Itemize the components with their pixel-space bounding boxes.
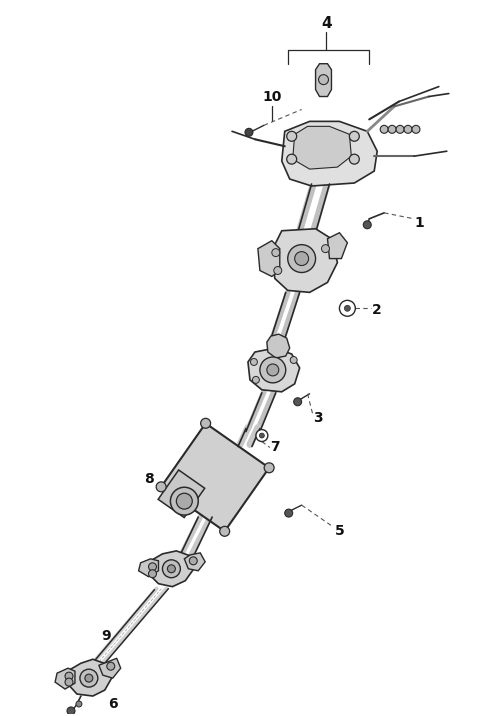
Text: 2: 2 bbox=[372, 304, 382, 317]
Text: 6: 6 bbox=[108, 697, 118, 711]
Circle shape bbox=[85, 674, 93, 682]
Polygon shape bbox=[282, 122, 377, 186]
Circle shape bbox=[148, 570, 156, 578]
Polygon shape bbox=[161, 423, 269, 531]
Circle shape bbox=[274, 266, 282, 274]
Circle shape bbox=[267, 364, 279, 376]
Circle shape bbox=[396, 125, 404, 133]
Circle shape bbox=[287, 154, 297, 164]
Circle shape bbox=[380, 125, 388, 133]
Circle shape bbox=[264, 463, 274, 473]
Polygon shape bbox=[158, 470, 205, 518]
Text: 3: 3 bbox=[313, 411, 323, 425]
Circle shape bbox=[176, 493, 192, 509]
Circle shape bbox=[65, 678, 73, 686]
Polygon shape bbox=[327, 233, 348, 258]
Polygon shape bbox=[315, 64, 332, 97]
Circle shape bbox=[259, 433, 264, 438]
Circle shape bbox=[168, 565, 175, 573]
Polygon shape bbox=[99, 658, 120, 678]
Circle shape bbox=[170, 488, 198, 515]
Circle shape bbox=[388, 125, 396, 133]
Text: 1: 1 bbox=[414, 216, 424, 230]
Circle shape bbox=[251, 359, 257, 365]
Polygon shape bbox=[248, 348, 300, 392]
Circle shape bbox=[285, 509, 293, 517]
Text: 9: 9 bbox=[101, 629, 110, 644]
Circle shape bbox=[272, 248, 280, 256]
Circle shape bbox=[319, 74, 328, 84]
Circle shape bbox=[67, 707, 75, 715]
Circle shape bbox=[189, 557, 197, 565]
Circle shape bbox=[156, 482, 166, 492]
Polygon shape bbox=[55, 668, 75, 689]
Text: 8: 8 bbox=[144, 473, 154, 486]
Circle shape bbox=[349, 131, 360, 141]
Circle shape bbox=[294, 398, 301, 406]
Circle shape bbox=[295, 251, 309, 266]
Circle shape bbox=[404, 125, 412, 133]
Circle shape bbox=[290, 357, 297, 364]
Circle shape bbox=[220, 526, 229, 536]
Text: 10: 10 bbox=[262, 90, 281, 104]
Circle shape bbox=[201, 418, 211, 428]
Circle shape bbox=[287, 131, 297, 141]
Polygon shape bbox=[258, 241, 280, 276]
Circle shape bbox=[252, 377, 259, 383]
Polygon shape bbox=[293, 126, 351, 169]
Circle shape bbox=[65, 672, 73, 680]
Circle shape bbox=[260, 357, 286, 383]
Circle shape bbox=[339, 300, 355, 316]
Circle shape bbox=[76, 701, 82, 707]
Circle shape bbox=[107, 662, 115, 670]
Circle shape bbox=[288, 245, 315, 273]
Circle shape bbox=[245, 128, 253, 136]
Polygon shape bbox=[139, 558, 158, 576]
Circle shape bbox=[322, 245, 329, 253]
Text: 5: 5 bbox=[335, 524, 344, 538]
Text: 4: 4 bbox=[321, 16, 332, 32]
Circle shape bbox=[344, 305, 350, 311]
Polygon shape bbox=[184, 553, 205, 571]
Polygon shape bbox=[272, 228, 337, 292]
Circle shape bbox=[162, 560, 180, 578]
Circle shape bbox=[148, 563, 156, 571]
Polygon shape bbox=[267, 334, 290, 358]
Polygon shape bbox=[148, 551, 195, 586]
Text: 7: 7 bbox=[270, 440, 280, 455]
Circle shape bbox=[256, 430, 268, 442]
Circle shape bbox=[80, 669, 98, 687]
Polygon shape bbox=[67, 659, 113, 696]
Circle shape bbox=[349, 154, 360, 164]
Circle shape bbox=[363, 221, 371, 228]
Circle shape bbox=[412, 125, 420, 133]
